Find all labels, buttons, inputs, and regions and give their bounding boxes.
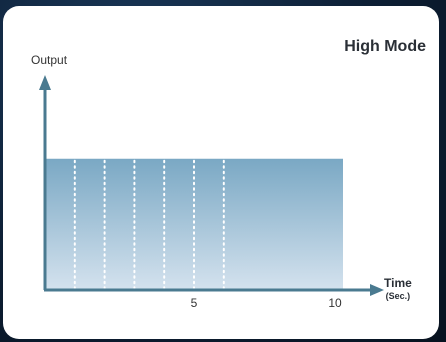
area-fill xyxy=(45,158,343,290)
y-axis-arrow xyxy=(39,75,51,90)
x-axis-label-text: Time xyxy=(384,276,412,290)
x-axis-unit: (Sec.) xyxy=(385,291,411,301)
x-tick-label-5: 5 xyxy=(191,296,198,310)
chart-title: High Mode xyxy=(344,38,426,55)
x-axis-label: Time (Sec.) xyxy=(384,277,412,303)
y-axis-label: Output xyxy=(31,53,68,67)
x-axis-arrow xyxy=(370,284,384,296)
x-tick-label-10: 10 xyxy=(328,296,342,310)
